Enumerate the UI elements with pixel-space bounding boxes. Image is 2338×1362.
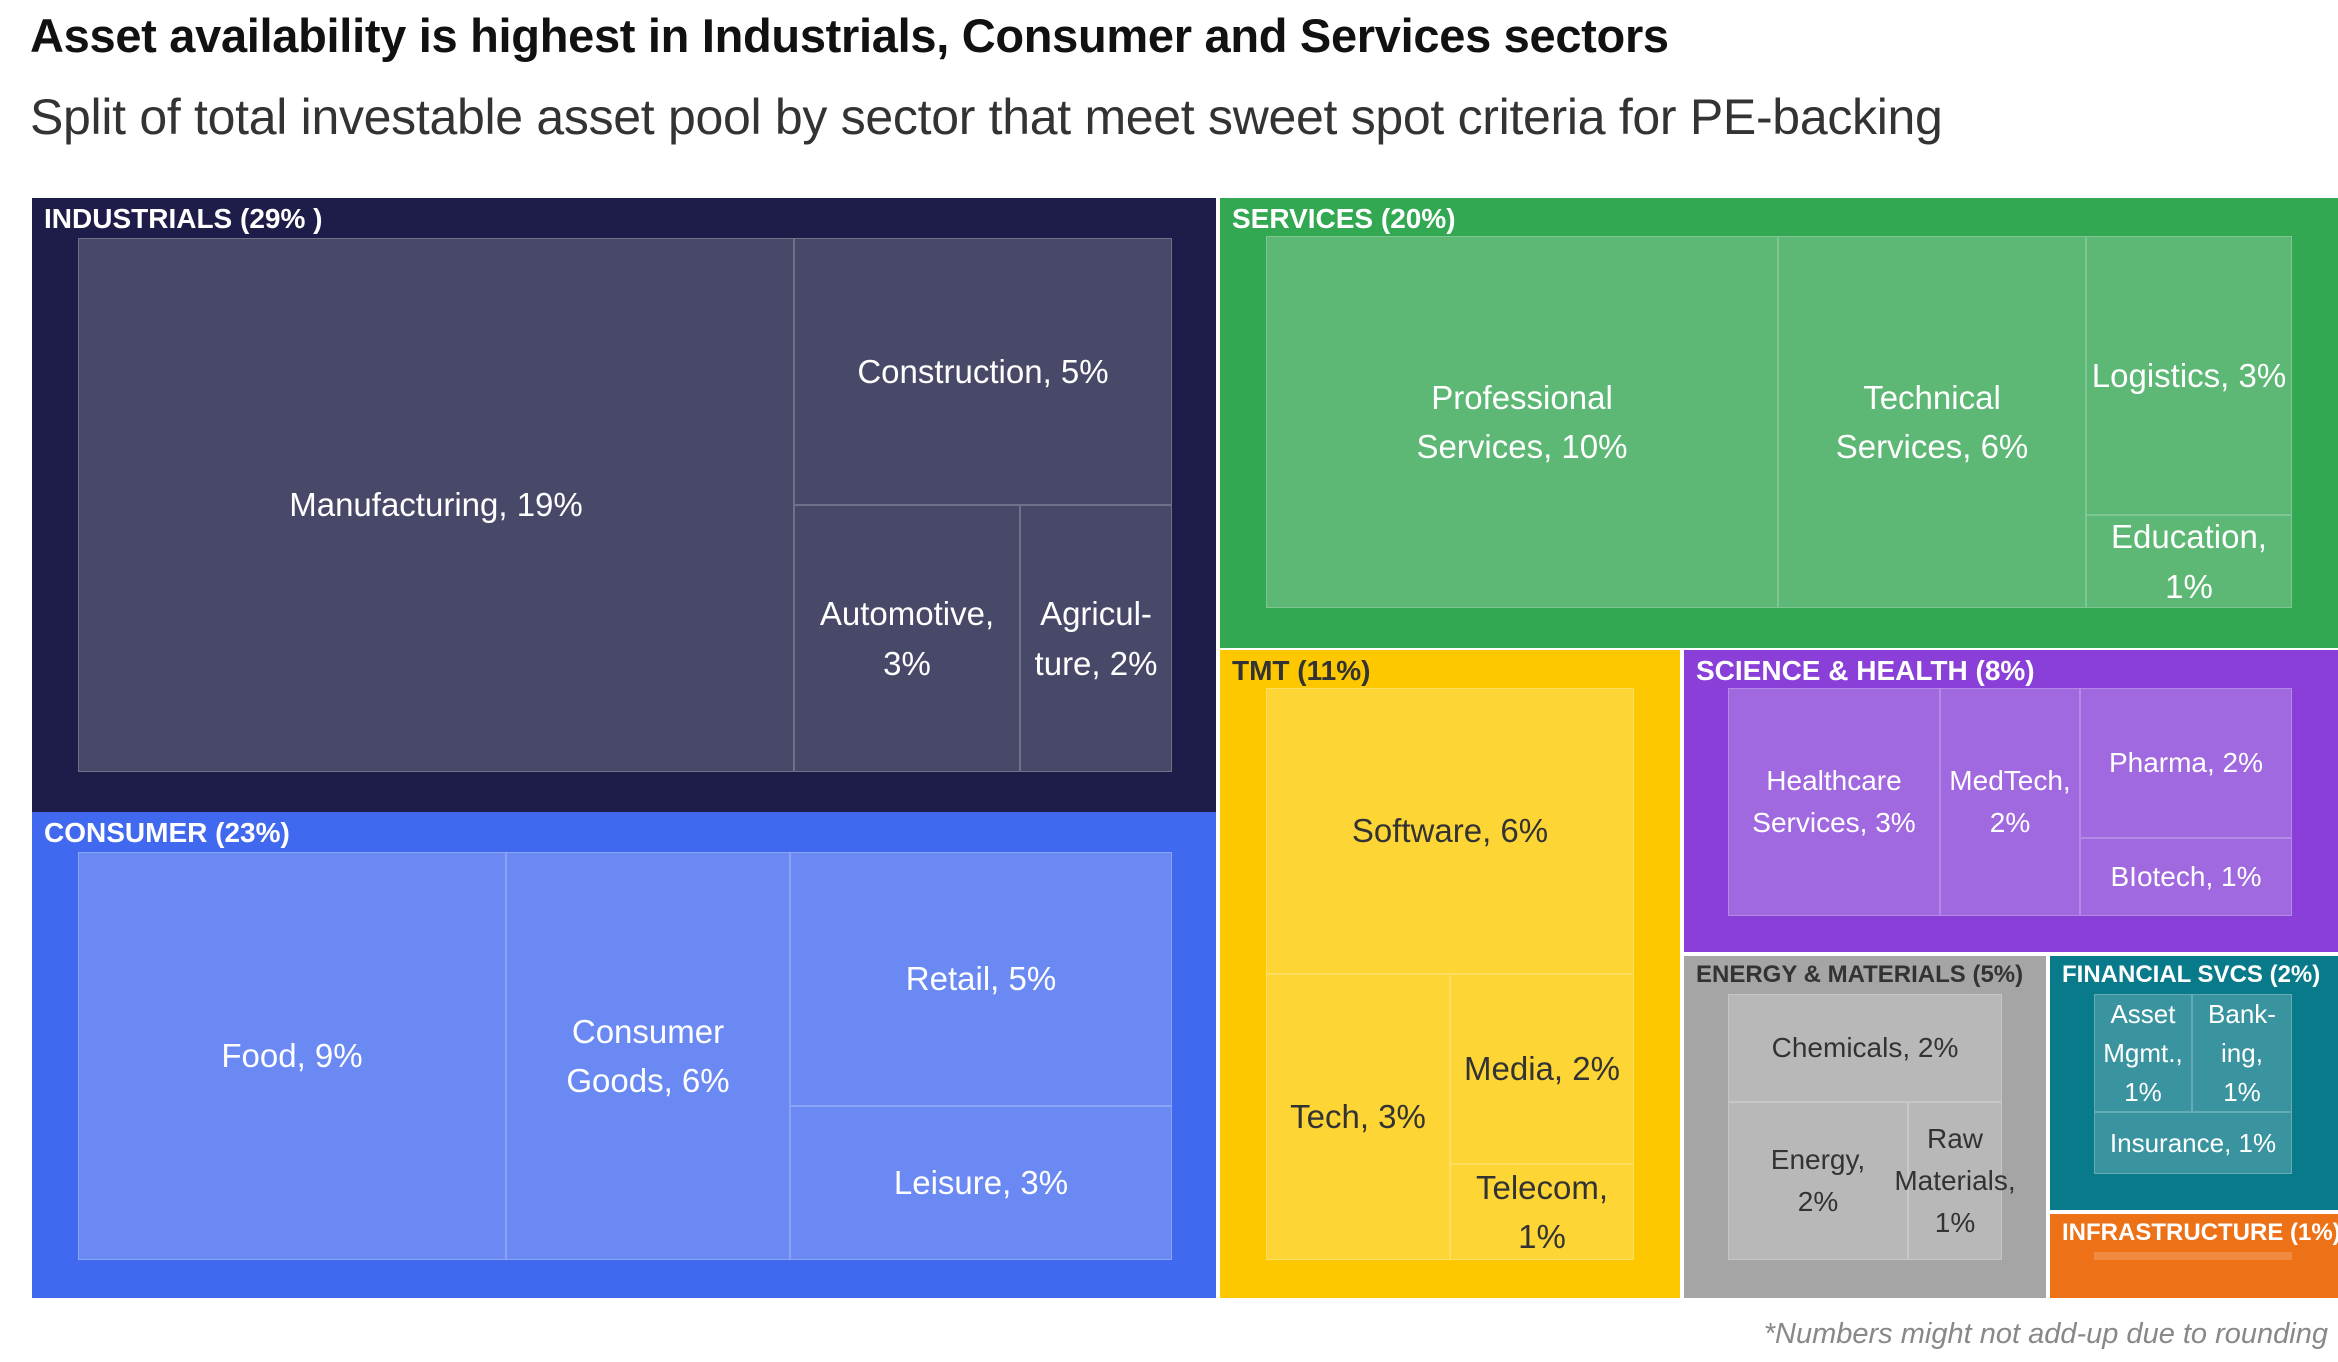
chart-title: Asset availability is highest in Industr… [30,9,1669,62]
sector-energy-materials: ENERGY & MATERIALS (5%) Chemicals, 2% Ener… [1684,956,2046,1298]
sector-label-consumer: CONSUMER (23%) [44,817,290,848]
leaf-label-healthcare-services: Healthcare Services, 3% [1752,765,1916,838]
leaf-label-consumer-goods: Consumer Goods, 6% [566,1012,730,1100]
sector-infrastructure: INFRASTRUCTURE (1%) [2050,1214,2338,1298]
leaf-label-leisure: Leisure, 3% [893,1164,1069,1202]
leaf-construction: Construction, 5% [794,238,1172,505]
leaf-leisure: Leisure, 3% [790,1106,1172,1260]
leaf-label-pharma: Pharma, 2% [2108,747,2264,778]
leaf-professional-services: Professional Services, 10% [1266,236,1778,608]
leaf-label-manufacturing: Manufacturing, 19% [289,486,583,524]
sector-services: SERVICES (20%) Professional Services, 10% T… [1220,198,2338,648]
sector-consumer: CONSUMER (23%) Food, 9% Consumer Goods, 6% R… [32,812,1216,1298]
leaf-insurance: Insurance, 1% [2094,1112,2292,1174]
leaf-label-education: Education, 1% [2111,518,2267,605]
leaf-label-asset-mgmt: Asset Mgmt., 1% [2103,998,2183,1107]
leaf-label-banking: Bank-ing, 1% [2208,998,2276,1107]
leaf-software: Software, 6% [1266,688,1634,974]
leaf-manufacturing: Manufacturing, 19% [78,238,794,772]
leaf-energy: Energy, 2% [1728,1102,1908,1260]
leaf-education: Education, 1% [2086,515,2292,608]
leaf-label-retail: Retail, 5% [905,960,1057,998]
sector-tmt: TMT (11%) Software, 6% Tech, 3% Media, 2% Te… [1220,650,1680,1298]
leaf-label-logistics: Logistics, 3% [2091,356,2287,394]
leaf-infrastructure-bar [2094,1252,2292,1260]
leaf-label-medtech: MedTech, 2% [1949,765,2071,838]
leaf-label-professional-services: Professional Services, 10% [1416,378,1628,466]
leaf-retail: Retail, 5% [790,852,1172,1106]
leaf-label-software: Software, 6% [1351,812,1549,850]
leaf-telecom: Telecom, 1% [1450,1164,1634,1260]
leaf-biotech: BIotech, 1% [2080,838,2292,916]
leaf-technical-services: Technical Services, 6% [1778,236,2086,608]
sector-label-services: SERVICES (20%) [1232,203,1456,234]
sector-science-health: SCIENCE & HEALTH (8%) Healthcare Services,… [1684,650,2338,952]
chart-subtitle: Split of total investable asset pool by … [30,89,1943,145]
sector-label-financial-svcs: FINANCIAL SVCS (2%) [2062,961,2321,988]
sector-label-industrials: INDUSTRIALS (29% ) [44,203,323,234]
leaf-label-chemicals: Chemicals, 2% [1771,1032,1959,1063]
leaf-automotive: Automotive, 3% [794,505,1020,772]
leaf-pharma: Pharma, 2% [2080,688,2292,838]
leaf-label-media: Media, 2% [1464,1050,1620,1088]
leaf-chemicals: Chemicals, 2% [1728,994,2002,1102]
leaf-label-construction: Construction, 5% [857,352,1109,390]
leaf-food: Food, 9% [78,852,506,1260]
leaf-label-food: Food, 9% [221,1037,363,1075]
leaf-label-raw-materials: Raw Materials, 1% [1894,1123,2016,1238]
sector-industrials: INDUSTRIALS (29% ) Manufacturing, 19% Cons… [32,198,1216,812]
footnote: *Numbers might not add-up due to roundin… [1763,1318,2328,1350]
sector-label-tmt: TMT (11%) [1232,655,1371,686]
leaf-medtech: MedTech, 2% [1940,688,2080,916]
sector-label-energy-materials: ENERGY & MATERIALS (5%) [1696,961,2024,988]
leaf-label-insurance: Insurance, 1% [2109,1127,2277,1158]
leaf-healthcare-services: Healthcare Services, 3% [1728,688,1940,916]
leaf-label-agriculture: Agricul-ture, 2% [1034,595,1158,682]
leaf-tech: Tech, 3% [1266,974,1450,1260]
leaf-asset-mgmt: Asset Mgmt., 1% [2094,994,2192,1112]
leaf-label-tech: Tech, 3% [1290,1098,1426,1136]
leaf-banking: Bank-ing, 1% [2192,994,2292,1112]
leaf-logistics: Logistics, 3% [2086,236,2292,515]
leaf-label-technical-services: Technical Services, 6% [1835,378,2029,466]
leaf-label-telecom: Telecom, 1% [1475,1168,1609,1256]
leaf-label-energy: Energy, 2% [1770,1144,1866,1217]
leaf-raw-materials: Raw Materials, 1% [1894,1102,2016,1260]
leaf-media: Media, 2% [1450,974,1634,1164]
leaf-agriculture: Agricul-ture, 2% [1020,505,1172,772]
sector-label-infrastructure: INFRASTRUCTURE (1%) [2062,1219,2338,1246]
sector-financial-svcs: FINANCIAL SVCS (2%) Asset Mgmt., 1% Bank-ing… [2050,956,2338,1210]
leaf-consumer-goods: Consumer Goods, 6% [506,852,790,1260]
leaf-label-automotive: Automotive, 3% [819,595,995,682]
leaf-label-biotech: BIotech, 1% [2110,861,2262,892]
sector-label-science-health: SCIENCE & HEALTH (8%) [1696,655,2035,686]
